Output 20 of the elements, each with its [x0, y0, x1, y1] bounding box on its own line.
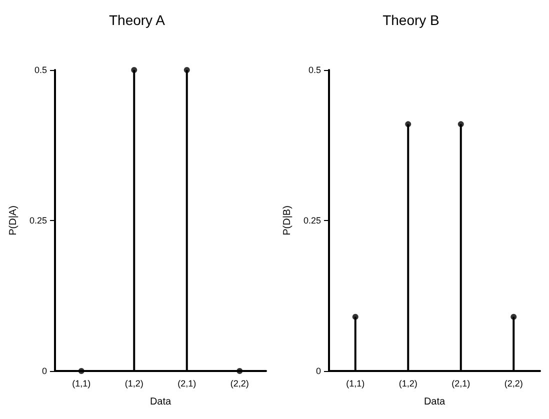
y-tick-label: 0.5: [34, 65, 47, 75]
chart-title: Theory B: [382, 12, 440, 28]
y-tick-label: 0: [316, 366, 321, 376]
x-tick-label: (1,2): [398, 378, 418, 388]
x-tick-label: (2,1): [178, 378, 196, 388]
y-tick-label: 0.25: [303, 216, 321, 226]
chart-title: Theory A: [108, 12, 166, 28]
x-tick-label: (2,1): [452, 378, 470, 388]
y-axis-title: P(D|A): [8, 206, 20, 236]
x-tick-label: (2,2): [230, 378, 249, 388]
x-tick-label: (1,1): [72, 378, 91, 388]
y-tick-label: 0.5: [308, 65, 321, 75]
x-axis-title: Data: [424, 396, 446, 408]
x-axis-title: Data: [150, 396, 172, 408]
y-axis-title: P(D|B): [282, 206, 294, 236]
x-tick-label: (1,2): [124, 378, 144, 388]
y-tick-label: 0.25: [29, 216, 47, 226]
x-tick-label: (1,1): [346, 378, 365, 388]
x-tick-label: (2,2): [504, 378, 523, 388]
y-tick-label: 0: [42, 366, 47, 376]
